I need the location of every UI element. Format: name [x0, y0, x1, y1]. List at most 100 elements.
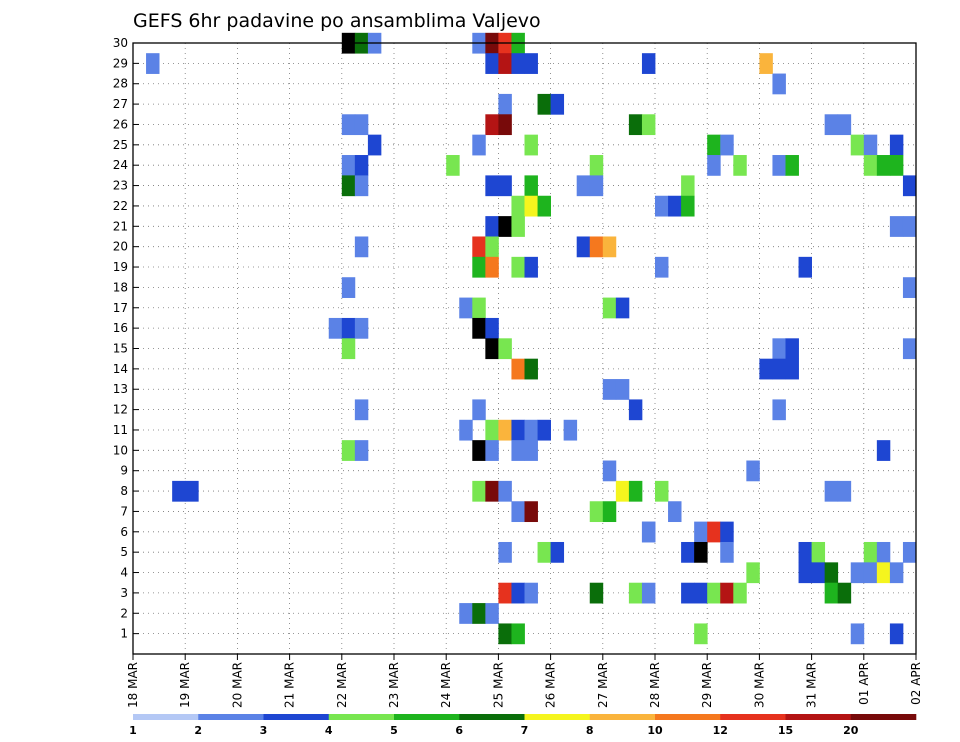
precip-cell [511, 358, 525, 380]
legend-swatch [263, 714, 330, 720]
legend-label: 2 [194, 724, 202, 737]
precip-cell [876, 562, 891, 584]
precip-cell [772, 338, 786, 360]
legend-label: 20 [843, 724, 859, 737]
precip-cell [641, 582, 656, 604]
precip-cell [341, 317, 356, 339]
precip-cell [472, 297, 486, 319]
precip-cell [498, 480, 512, 502]
precip-cell [850, 562, 865, 584]
y-tick-label: 9 [120, 464, 128, 478]
legend-label: 1 [129, 724, 137, 737]
precip-cell [602, 297, 617, 319]
precip-cell [602, 379, 617, 400]
precip-cell [720, 541, 734, 563]
precip-cell [785, 358, 799, 380]
precip-cell [681, 582, 695, 604]
precip-cell [485, 480, 499, 502]
precip-cell [876, 541, 891, 563]
precip-cell [498, 53, 512, 74]
precip-cell [511, 501, 525, 523]
y-tick-label: 15 [113, 342, 128, 356]
precip-cell [889, 134, 904, 156]
precip-cell [694, 521, 708, 543]
precip-cell [602, 236, 617, 258]
precip-cell [798, 562, 812, 584]
precip-cell [524, 440, 538, 461]
legend-label: 10 [647, 724, 663, 737]
y-tick-label: 10 [113, 443, 128, 457]
x-tick-label: 27 MAR [596, 662, 610, 708]
precip-cell [485, 419, 499, 441]
precip-cell [550, 93, 565, 115]
precip-cell [668, 195, 682, 217]
y-tick-label: 7 [120, 504, 128, 518]
x-tick-label: 19 MAR [178, 662, 192, 708]
precip-cell [772, 399, 786, 421]
precip-cell [824, 582, 839, 604]
precip-cell [511, 440, 525, 461]
y-tick-label: 30 [113, 36, 128, 50]
precip-cell [615, 379, 630, 400]
precip-cell [498, 623, 512, 645]
y-tick-label: 1 [120, 627, 128, 641]
precip-cell [876, 440, 891, 461]
precip-cell [837, 582, 852, 604]
precip-cell [354, 114, 369, 136]
precip-cell [589, 582, 604, 604]
precip-cell [902, 175, 917, 197]
precip-cell [485, 440, 499, 461]
y-tick-label: 14 [113, 362, 128, 376]
precip-cell [785, 155, 799, 176]
precip-cell [811, 562, 826, 584]
precip-cell [902, 277, 917, 298]
precip-cell [472, 317, 486, 339]
precip-cell [694, 541, 708, 563]
precip-cell [655, 195, 669, 217]
legend-swatch [198, 714, 264, 720]
precip-cell [902, 541, 917, 563]
y-tick-label: 25 [113, 138, 128, 152]
precip-cell [772, 73, 786, 95]
legend-swatch [785, 714, 852, 720]
x-tick-label: 20 MAR [230, 662, 244, 708]
precip-cell [902, 338, 917, 360]
x-tick-label: 01 APR [857, 662, 871, 705]
y-tick-label: 17 [113, 301, 128, 315]
precip-cell [772, 155, 786, 176]
precip-cell [824, 562, 839, 584]
legend-label: 4 [325, 724, 333, 737]
precip-cell [720, 521, 734, 543]
precip-cell [681, 541, 695, 563]
precip-cell [498, 338, 512, 360]
x-tick-label: 21 MAR [283, 662, 297, 708]
precip-cell [472, 603, 486, 624]
precip-cell [524, 134, 538, 156]
precip-cell [655, 256, 669, 278]
x-tick-label: 18 MAR [126, 662, 140, 708]
precip-cell [146, 53, 160, 74]
legend-swatch [850, 714, 917, 720]
precip-cell [328, 317, 343, 339]
legend-label: 12 [713, 724, 728, 737]
precip-cell [850, 134, 865, 156]
precip-cell [889, 562, 904, 584]
precip-cell [472, 236, 486, 258]
precip-cell [498, 419, 512, 441]
precip-cell [524, 175, 538, 197]
precip-cell [733, 582, 747, 604]
precip-cell [889, 623, 904, 645]
precip-cell [733, 155, 747, 176]
legend-swatch [655, 714, 721, 720]
y-tick-label: 12 [113, 403, 128, 417]
precip-cell [759, 53, 773, 74]
precip-cell [602, 460, 617, 482]
precip-cell [550, 541, 565, 563]
y-tick-label: 8 [120, 484, 128, 498]
y-tick-label: 26 [113, 117, 128, 131]
precip-cell [746, 460, 760, 482]
y-tick-label: 19 [113, 260, 128, 274]
y-tick-label: 2 [120, 606, 128, 620]
precip-cell [341, 440, 356, 461]
